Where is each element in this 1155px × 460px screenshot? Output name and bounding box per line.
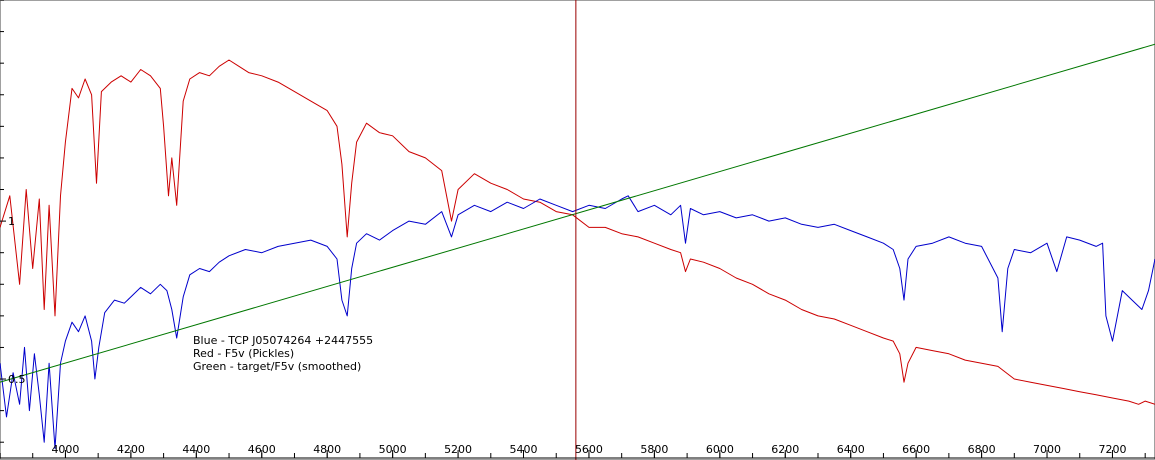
x-tick-label: 6800 [968, 443, 996, 456]
x-tick-label: 5400 [510, 443, 538, 456]
legend-entry-green: Green - target/F5v (smoothed) [193, 360, 361, 373]
x-tick-label: 7200 [1098, 443, 1126, 456]
x-tick-label: 6000 [706, 443, 734, 456]
y-tick-label: 0.5 [8, 373, 26, 386]
x-tick-label: 6400 [837, 443, 865, 456]
x-tick-label: 4800 [313, 443, 341, 456]
series-line-red [0, 59, 1155, 405]
legend-entry-blue: Blue - TCP J05074264 +2447555 [193, 334, 373, 347]
series-layer [0, 43, 1155, 449]
x-tick-label: 5000 [379, 443, 407, 456]
x-tick-label: 5600 [575, 443, 603, 456]
x-tick-label: 6200 [771, 443, 799, 456]
legend-entry-red: Red - F5v (Pickles) [193, 347, 294, 360]
x-tick-label: 4000 [51, 443, 79, 456]
series-line-green [0, 43, 1155, 383]
x-tick-label: 5800 [640, 443, 668, 456]
y-tick-label: 1 [8, 215, 15, 228]
x-tick-label: 4200 [117, 443, 145, 456]
x-tick-label: 5200 [444, 443, 472, 456]
x-tick-label: 4400 [182, 443, 210, 456]
x-tick-label: 4600 [248, 443, 276, 456]
x-tick-label: 7000 [1033, 443, 1061, 456]
series-line-blue [0, 195, 1155, 449]
legend: Blue - TCP J05074264 +2447555 Red - F5v … [193, 334, 373, 373]
x-tick-label: 6600 [902, 443, 930, 456]
